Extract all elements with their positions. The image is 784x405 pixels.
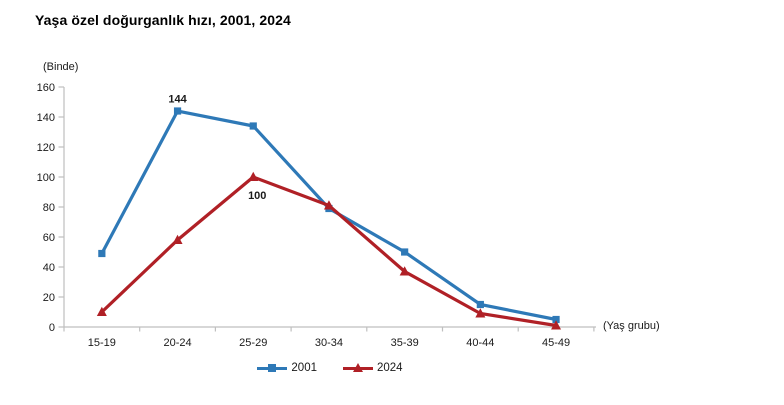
y-axis-tick-label: 0 — [49, 322, 55, 334]
series-2024-line — [100, 175, 558, 328]
series-2001-point — [98, 249, 106, 258]
legend-label-2024: 2024 — [377, 362, 403, 374]
y-axis-tick-label: 20 — [43, 292, 55, 304]
series-2024-point — [96, 306, 107, 316]
chart-title: Yaşa özel doğurganlık hızı, 2001, 2024 — [35, 12, 291, 28]
legend-item-2024: 2024 — [343, 362, 403, 374]
series-2024-point — [399, 266, 410, 276]
y-axis-tick-label: 40 — [43, 262, 55, 274]
x-axis-category-label: 15-19 — [88, 337, 116, 349]
y-axis-tick-label: 160 — [37, 82, 55, 94]
y-axis-tick-label: 80 — [43, 202, 55, 214]
y-axis-tick-label: 60 — [43, 232, 55, 244]
x-axis-category-label: 45-49 — [542, 337, 570, 349]
series-2024-point — [172, 234, 183, 244]
legend-square-2001-icon — [268, 364, 277, 372]
legend-triangle-2024-icon — [353, 363, 363, 372]
legend-label-2001: 2001 — [291, 362, 317, 374]
legend-marker-2001 — [257, 363, 288, 373]
x-axis-category-label: 40-44 — [466, 337, 494, 349]
data-label-2001: 144 — [168, 94, 187, 106]
data-label-2024: 100 — [248, 190, 266, 202]
x-axis-category-label: 30-34 — [315, 337, 343, 349]
y-axis-tick-label: 140 — [37, 112, 55, 124]
series-2001-point — [552, 315, 560, 324]
x-axis-category-label: 20-24 — [163, 337, 191, 349]
legend-item-2001: 2001 — [257, 362, 317, 374]
x-axis-category-label: 35-39 — [391, 337, 419, 349]
chart-legend: 2001 2024 — [64, 362, 596, 374]
x-axis-name-label: (Yaş grubu) — [603, 320, 660, 332]
series-2001-line — [100, 109, 558, 322]
series-2024-point — [323, 200, 334, 210]
legend-marker-2024 — [343, 363, 373, 373]
series-2001-point — [249, 122, 257, 130]
series-2001-point — [476, 300, 484, 309]
y-axis-tick-label: 120 — [37, 142, 55, 154]
series-2024-point — [248, 171, 259, 181]
series-2001-point — [173, 107, 182, 115]
y-axis-unit-label: (Binde) — [43, 61, 79, 73]
x-axis-category-label: 25-29 — [239, 337, 267, 349]
series-2001-point — [401, 248, 409, 256]
series-2024-point — [475, 308, 486, 318]
y-axis-tick-label: 100 — [37, 172, 55, 184]
series-2024-point — [551, 320, 562, 330]
